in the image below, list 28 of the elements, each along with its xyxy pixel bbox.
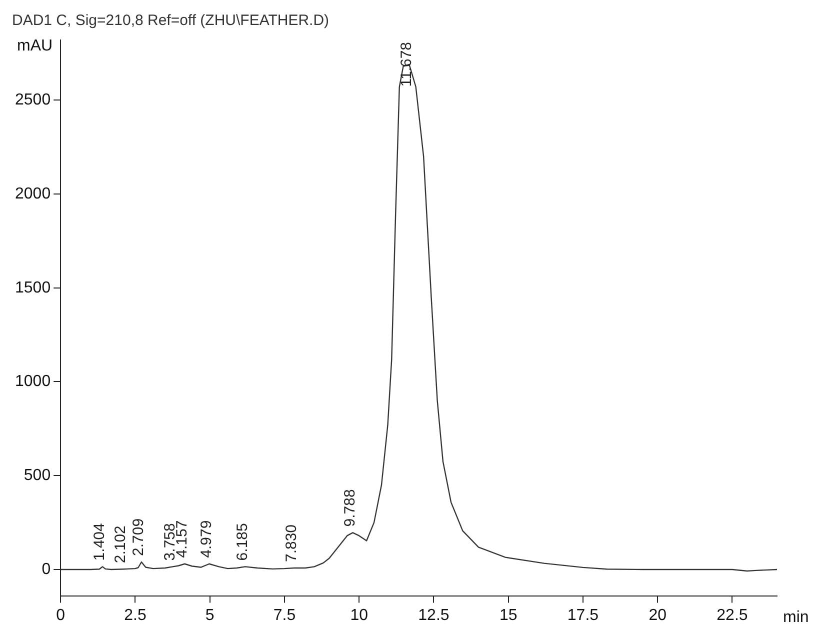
annotation: 9.788 bbox=[341, 489, 358, 527]
annotation: 2.709 bbox=[130, 518, 148, 556]
annotation: 7.830 bbox=[282, 524, 300, 562]
chart-title: DAD1 C, Sig=210,8 Ref=off (ZHU\FEATHER.D) bbox=[12, 12, 330, 30]
x-tick-label: 12.5 bbox=[418, 606, 450, 624]
annotation: 1.404 bbox=[91, 523, 108, 561]
x-tick-label: 5 bbox=[205, 606, 214, 624]
y-tick-label: 2500 bbox=[15, 91, 51, 108]
x-tick-label: 20 bbox=[648, 606, 667, 624]
x-tick-label: 2.5 bbox=[124, 606, 146, 624]
annotation: 4.157 bbox=[173, 520, 190, 558]
x-tick-label: 22.5 bbox=[716, 606, 748, 624]
x-axis-title: min bbox=[783, 609, 809, 626]
y-axis-title: mAU bbox=[17, 37, 53, 54]
annotation: 6.185 bbox=[234, 523, 251, 561]
annotation: 11.678 bbox=[398, 42, 415, 87]
x-tick-label: 10 bbox=[350, 606, 368, 624]
y-tick-label: 1500 bbox=[15, 279, 51, 296]
y-tick-label: 2000 bbox=[15, 185, 51, 202]
annotation: 2.102 bbox=[112, 526, 129, 564]
x-tick-label: 15 bbox=[499, 606, 518, 624]
x-tick-label: 17.5 bbox=[567, 606, 599, 624]
x-tick-label: 0 bbox=[56, 606, 66, 624]
annotation: 4.979 bbox=[198, 520, 215, 558]
y-tick-label: 500 bbox=[24, 467, 51, 484]
y-tick-label: 1000 bbox=[15, 373, 51, 390]
y-tick-label: 0 bbox=[42, 560, 51, 578]
x-tick-label: 7.5 bbox=[273, 606, 296, 624]
